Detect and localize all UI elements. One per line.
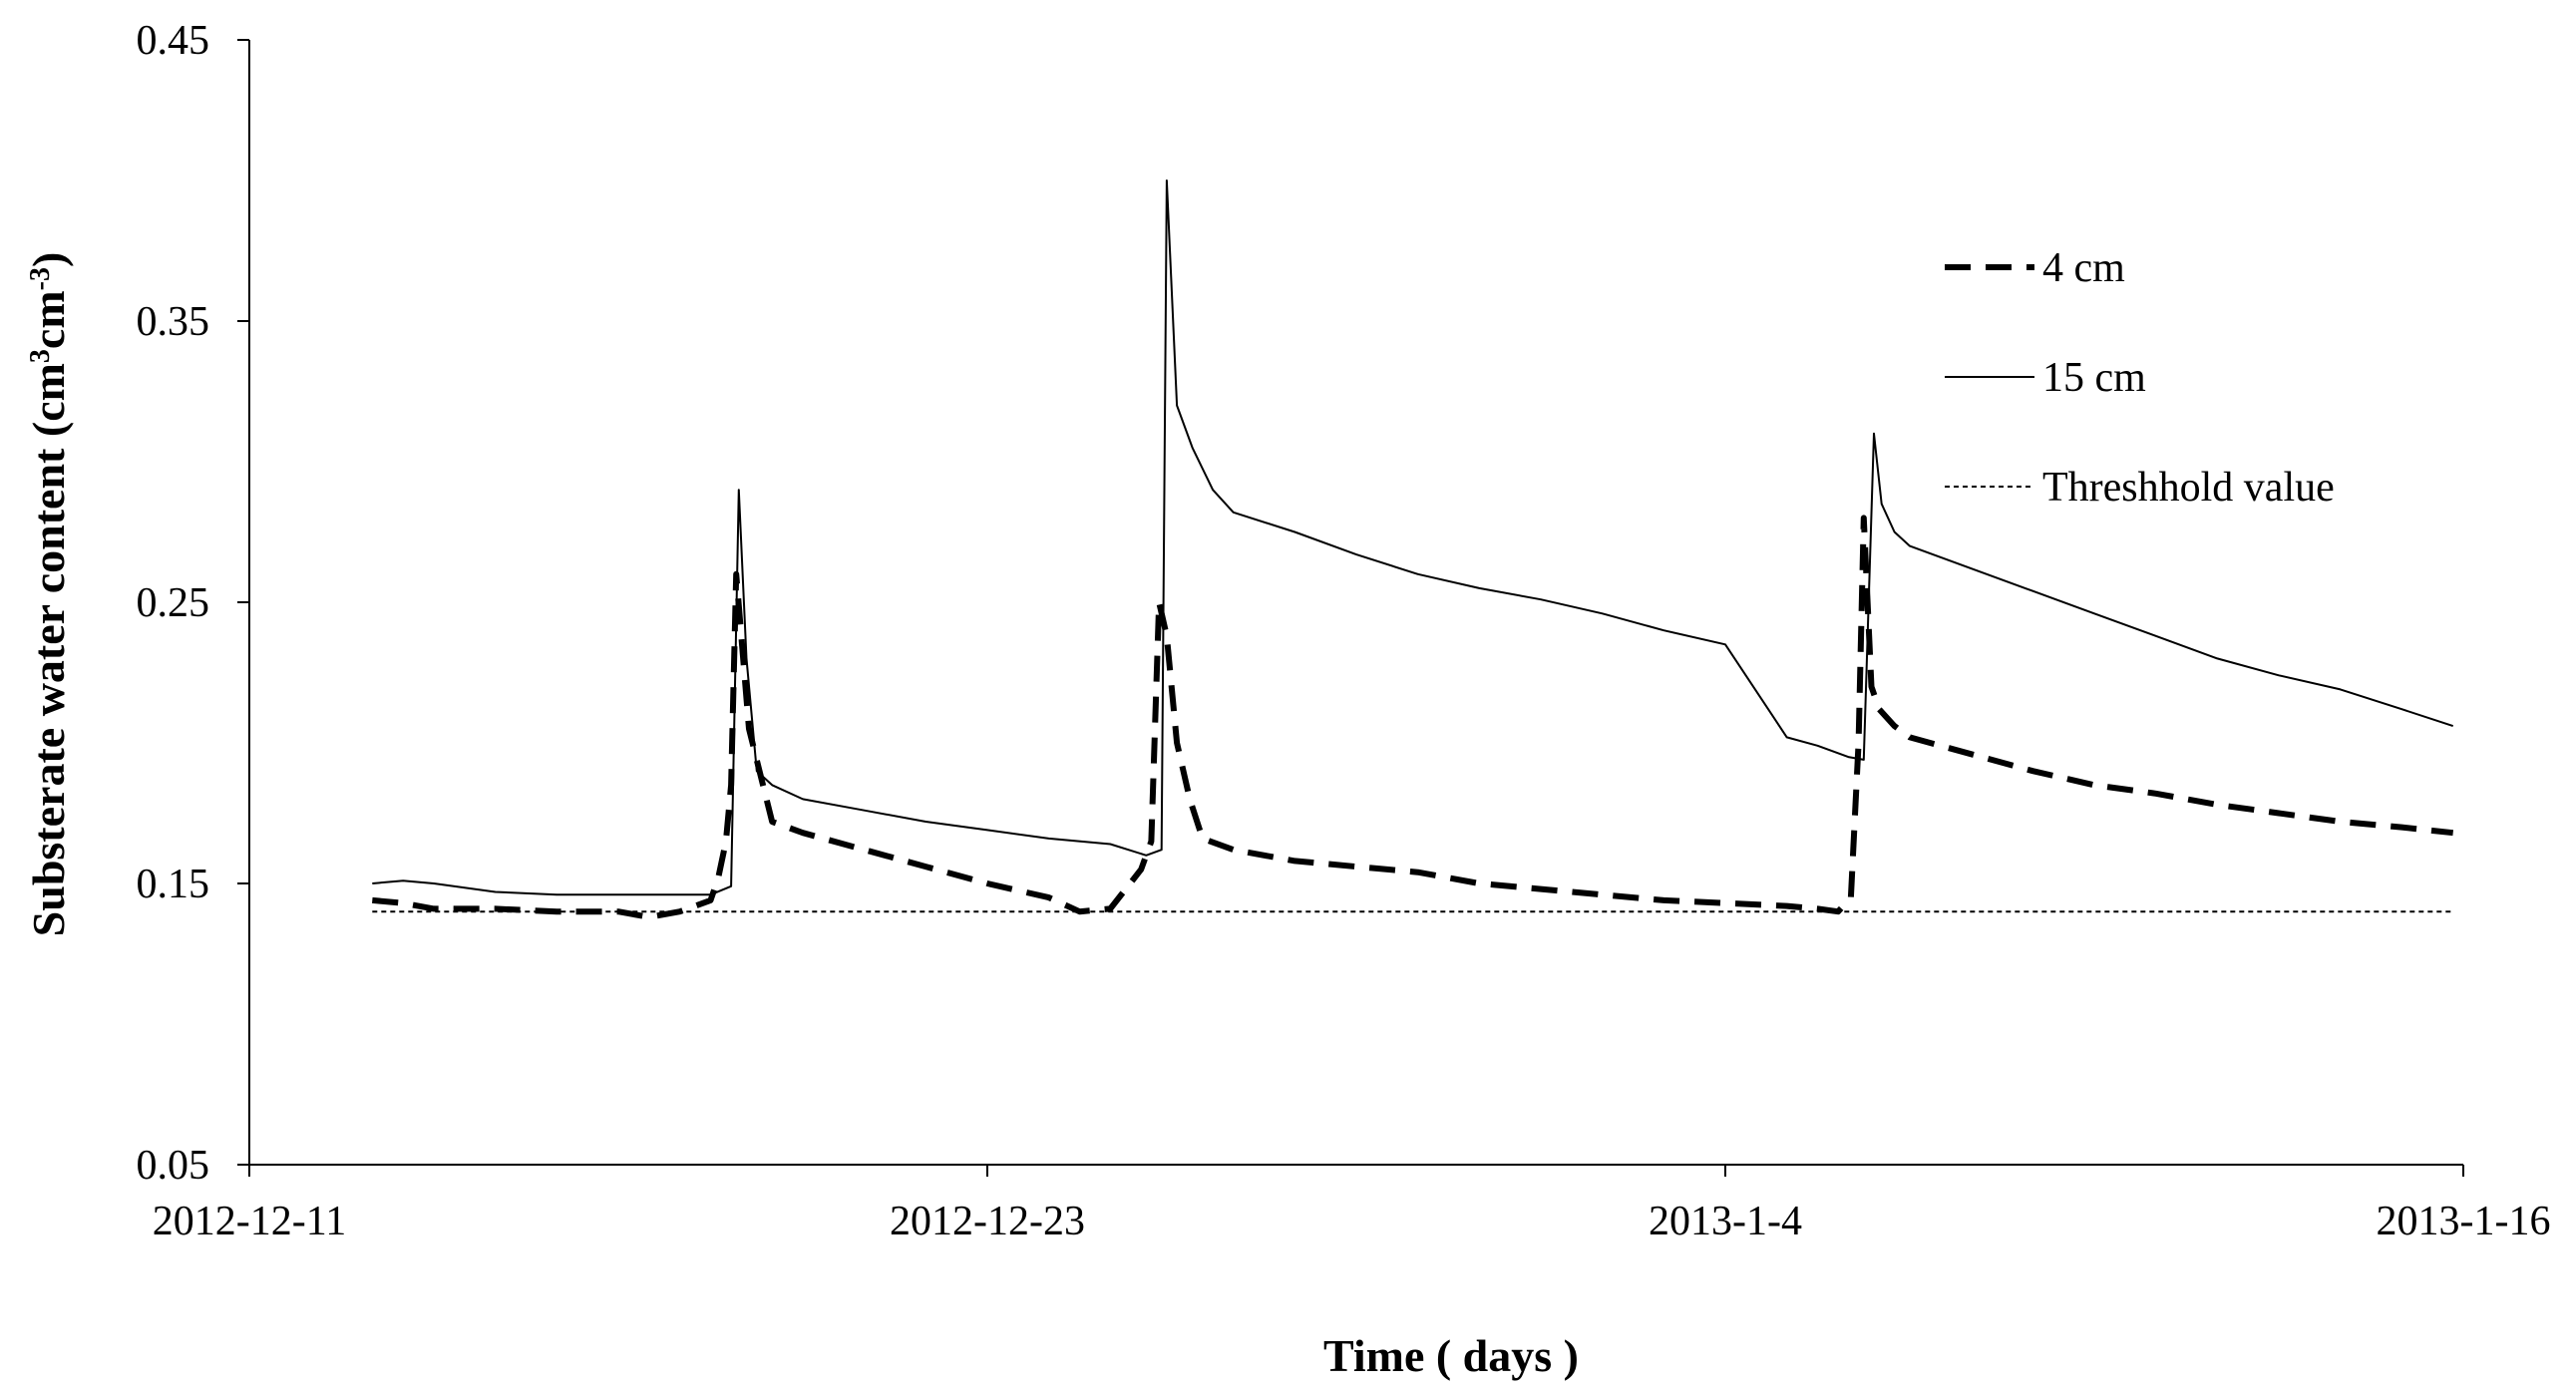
x-tick-label: 2013-1-4 — [1649, 1199, 1802, 1244]
series-15cm-line — [372, 179, 2454, 896]
x-axis-title: Time ( days ) — [1323, 1330, 1579, 1381]
legend: 4 cm 15 cm Threshhold value — [1945, 245, 2335, 511]
legend-label-15cm: 15 cm — [2042, 355, 2146, 401]
y-tick-label: 0.15 — [137, 862, 210, 907]
y-tick-label: 0.45 — [137, 18, 210, 64]
x-tick-label: 2013-1-16 — [2377, 1199, 2551, 1244]
y-tick-label: 0.25 — [137, 580, 210, 626]
y-axis-title-sup1: 3 — [25, 349, 56, 363]
y-axis-title-main: Substerate water content (cm — [23, 363, 74, 936]
series-layer — [372, 179, 2454, 920]
y-tick-label: 0.05 — [137, 1143, 210, 1189]
y-axis-title: Substerate water content (cm3cm-3) — [23, 252, 74, 937]
x-ticks: 2012-12-11 2012-12-23 2013-1-4 2013-1-16 — [153, 1165, 2551, 1244]
series-4cm-line — [372, 515, 2454, 920]
y-axis-title-sup2: -3 — [25, 267, 56, 290]
legend-label-threshold: Threshhold value — [2042, 465, 2335, 511]
x-tick-label: 2012-12-11 — [153, 1199, 346, 1244]
y-axis-title-end: ) — [23, 252, 74, 267]
y-ticks: 0.05 0.15 0.25 0.35 0.45 — [137, 18, 249, 1189]
y-axis-title-mid: cm — [23, 290, 74, 349]
legend-label-4cm: 4 cm — [2042, 245, 2125, 291]
x-tick-label: 2012-12-23 — [890, 1199, 1085, 1244]
y-tick-label: 0.35 — [137, 299, 210, 345]
